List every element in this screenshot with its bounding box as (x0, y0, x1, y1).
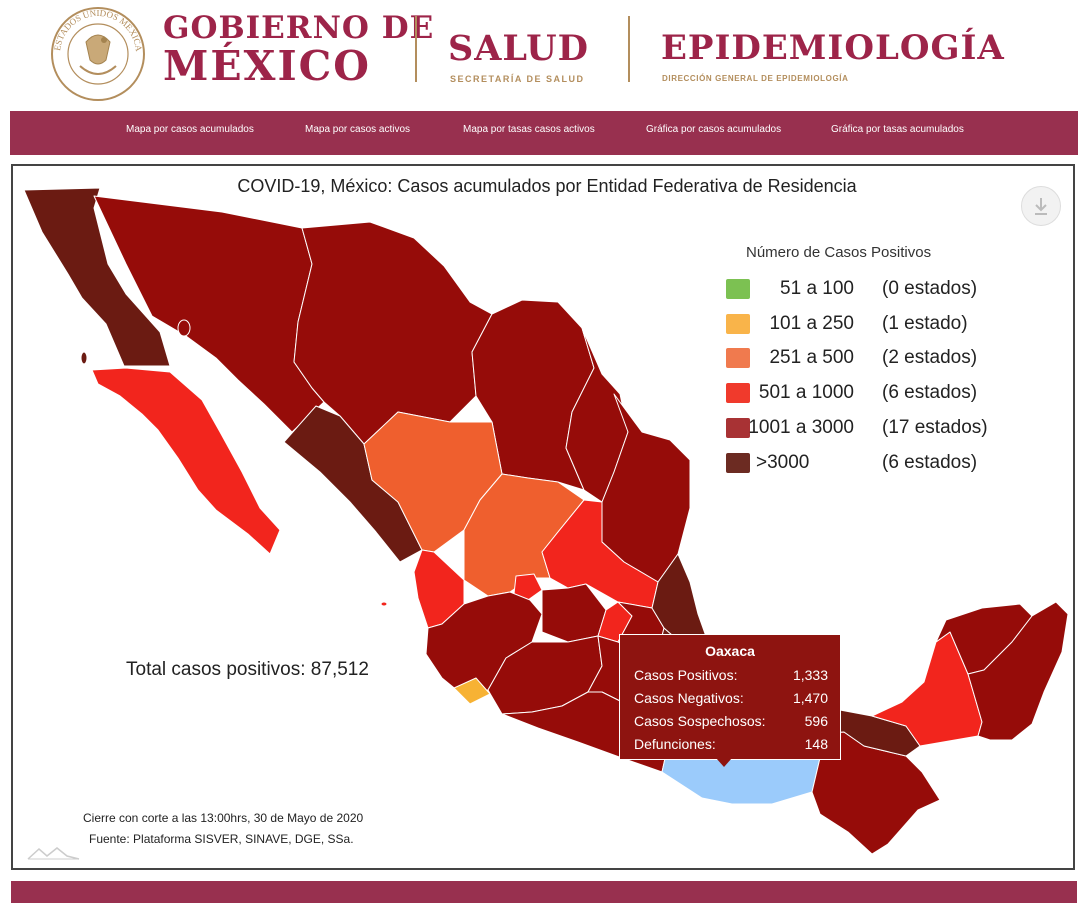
gobierno-line2: MÉXICO (163, 42, 371, 90)
tooltip-pointer (716, 758, 732, 767)
main-nav: Mapa por casos acumulados Mapa por casos… (10, 111, 1078, 155)
legend-swatch (726, 453, 750, 473)
state-baja-california (23, 187, 171, 367)
tooltip-value: 1,470 (792, 690, 828, 706)
legend-swatch (726, 418, 750, 438)
legend-count: (17 estados) (882, 417, 988, 438)
island-cedros (80, 351, 88, 365)
footnote-source: Fuente: Plataforma SISVER, SINAVE, DGE, … (89, 832, 354, 846)
nav-mapa-casos-activos[interactable]: Mapa por casos activos (305, 124, 411, 135)
tooltip-row: Casos Positivos: 1,333 (634, 667, 828, 689)
tooltip-value: 596 (804, 713, 828, 729)
legend-range: >3000 (756, 452, 810, 473)
total-cases-label: Total casos positivos: 87,512 (126, 659, 369, 680)
state-zacatecas (463, 473, 585, 597)
header-divider (628, 16, 630, 82)
tooltip-label: Casos Positivos: (634, 667, 738, 683)
legend-count: (1 estado) (882, 313, 968, 334)
map-panel: COVID-19, México: Casos acumulados por E… (11, 164, 1075, 870)
epidemiologia-title: EPIDEMIOLOGÍA (661, 28, 1005, 68)
national-seal-icon: ESTADOS UNIDOS MEXICANOS (46, 2, 145, 101)
nav-grafica-tasas-acumulados[interactable]: Gráfica por tasas acumulados (831, 124, 964, 135)
nav-mapa-tasas-casos-activos[interactable]: Mapa por tasas casos activos (463, 124, 595, 135)
state-aguascalientes (513, 573, 543, 601)
tooltip-label: Defunciones: (634, 736, 716, 752)
gobierno-line1: GOBIERNO DE (163, 10, 435, 46)
mexico-map (23, 187, 1069, 855)
tooltip-row: Casos Negativos: 1,470 (634, 690, 828, 712)
tooltip-value: 148 (804, 736, 828, 752)
state-tooltip: Oaxaca Casos Positivos: 1,333 Casos Nega… (619, 634, 841, 760)
salud-title: SALUD (448, 28, 590, 69)
legend-count: (6 estados) (882, 452, 978, 473)
legend-range: 501 a 1000 (758, 382, 854, 403)
legend-range: 251 a 500 (769, 347, 854, 368)
download-button[interactable] (1021, 186, 1061, 226)
tooltip-row: Defunciones: 148 (634, 736, 828, 758)
nav-mapa-casos-acumulados[interactable]: Mapa por casos acumulados (126, 124, 254, 135)
epidemiologia-subtitle: DIRECCIÓN GENERAL DE EPIDEMIOLOGÍA (662, 74, 849, 83)
legend-swatch (726, 383, 750, 403)
chart-credits-logo-icon (27, 847, 80, 860)
island-isla-mujeres (380, 601, 388, 607)
legend-title: Número de Casos Positivos (746, 244, 932, 261)
footer-bar (11, 881, 1077, 903)
legend-count: (0 estados) (882, 278, 978, 299)
tooltip-value: 1,333 (792, 667, 828, 683)
tooltip-state-name: Oaxaca (705, 643, 755, 659)
footnote-cutoff: Cierre con corte a las 13:00hrs, 30 de M… (83, 811, 364, 825)
legend-range: 101 a 250 (769, 313, 854, 334)
legend-count: (6 estados) (882, 382, 978, 403)
state-jalisco (425, 591, 543, 697)
state-guanajuato (541, 583, 607, 643)
site-header: ESTADOS UNIDOS MEXICANOS GOBIERNO DE MÉX… (0, 0, 1080, 110)
state-quintana-roo (967, 601, 1069, 741)
tooltip-label: Casos Sospechosos: (634, 713, 766, 729)
island-tiburon (177, 319, 191, 337)
legend-swatch (726, 348, 750, 368)
legend-count: (2 estados) (882, 347, 978, 368)
tooltip-row: Casos Sospechosos: 596 (634, 713, 828, 735)
legend-range: 1001 a 3000 (748, 417, 854, 438)
legend-swatch (726, 279, 750, 299)
nav-grafica-casos-acumulados[interactable]: Gráfica por casos acumulados (646, 124, 782, 135)
header-divider (415, 16, 417, 82)
legend-range: 51 a 100 (780, 278, 854, 299)
state-baja-california-sur (91, 367, 281, 555)
legend-swatch (726, 314, 750, 334)
tooltip-label: Casos Negativos: (634, 690, 744, 706)
map-title: COVID-19, México: Casos acumulados por E… (237, 176, 857, 196)
download-icon (1035, 198, 1047, 215)
salud-subtitle: SECRETARÍA DE SALUD (450, 74, 585, 84)
